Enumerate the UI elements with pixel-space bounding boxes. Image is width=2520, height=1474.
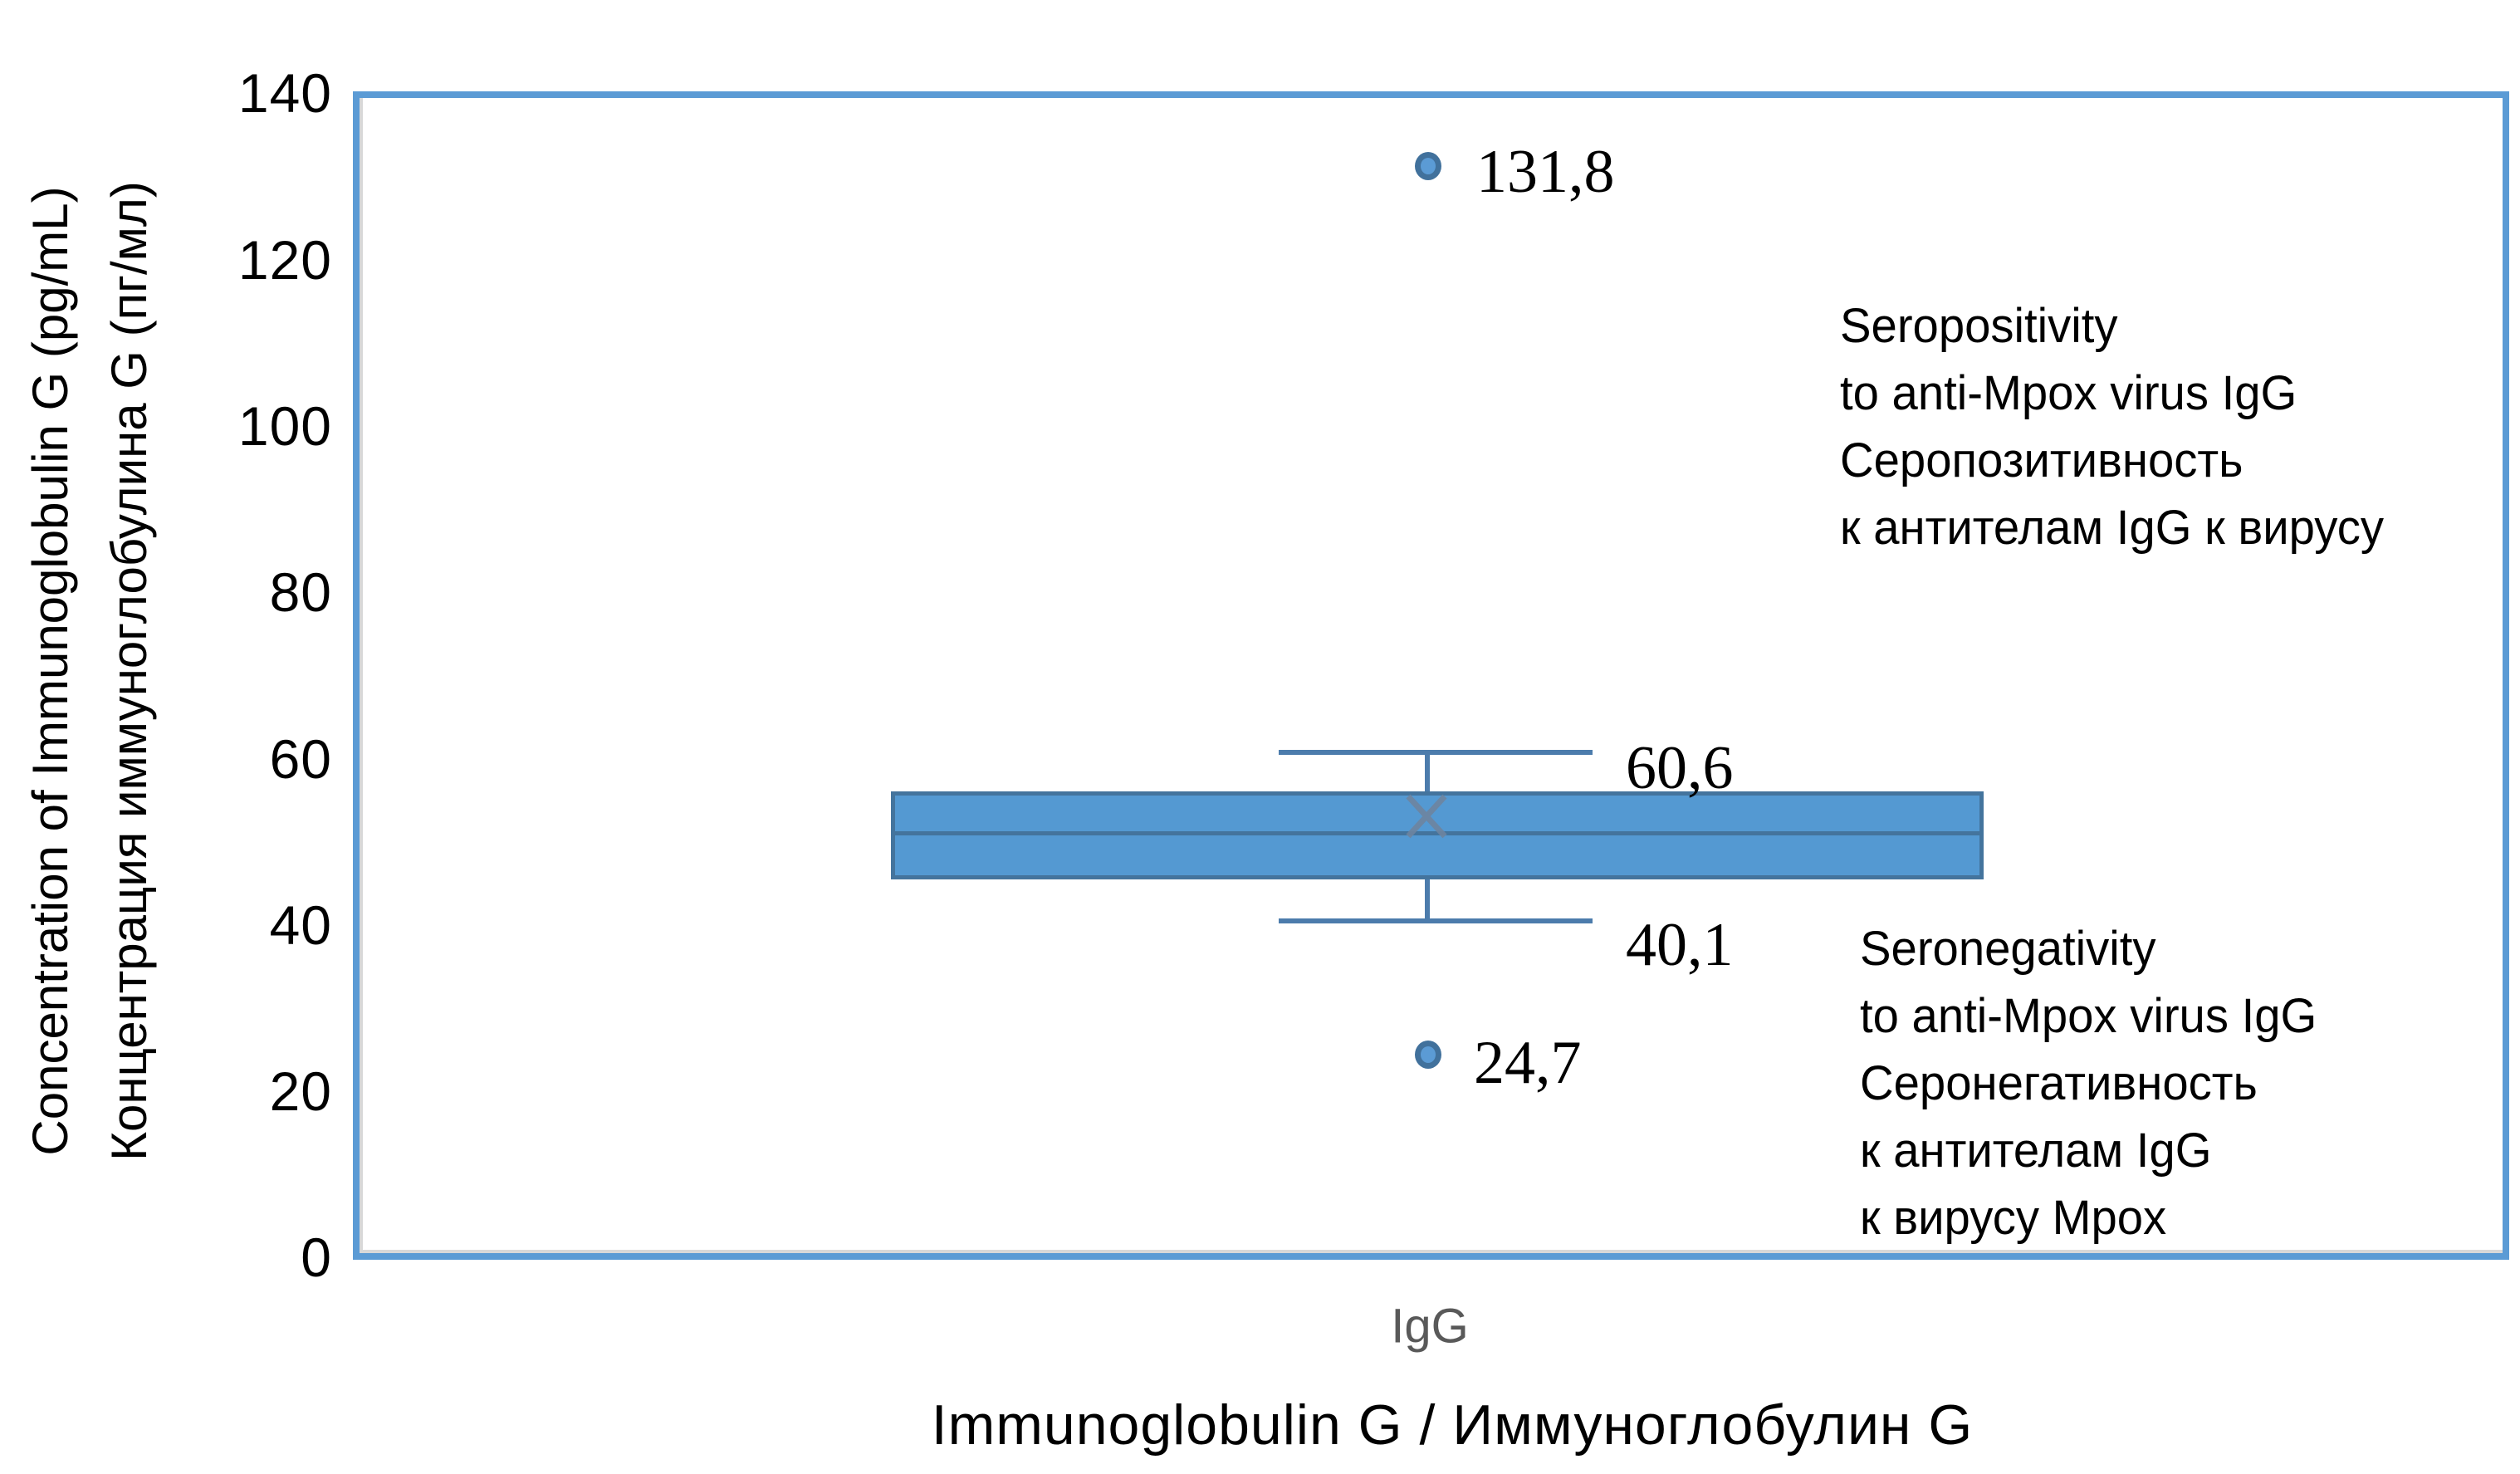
whisker-upper-cap (1279, 750, 1593, 755)
whisker-lower-line (1425, 879, 1430, 921)
annotation-line: к антителам IgG (1860, 1124, 2212, 1178)
y-tick-0: 0 (301, 1227, 332, 1288)
annotation-seronegativity: Seronegativity to anti-Mpox virus IgG Се… (1860, 915, 2317, 1251)
annotation-line: to anti-Mpox virus IgG (1860, 989, 2317, 1043)
label-outlier-high: 131,8 (1476, 138, 1615, 206)
y-tick-60: 60 (269, 728, 332, 790)
outlier-point-low (1415, 1041, 1441, 1069)
annotation-line: Seronegativity (1860, 922, 2156, 976)
y-tick-100: 100 (237, 395, 332, 457)
annotation-line: Серопозитивность (1840, 433, 2244, 487)
annotation-line: Серонегативность (1860, 1056, 2258, 1110)
whisker-lower-cap (1279, 918, 1593, 923)
annotation-line: Seropositivity (1840, 299, 2118, 353)
y-tick-120: 120 (237, 229, 332, 291)
y-tick-40: 40 (269, 894, 332, 956)
median-line (895, 831, 1979, 835)
mean-marker-icon (1406, 794, 1447, 839)
label-whisker-high: 60,6 (1626, 734, 1734, 802)
x-axis-title: Immunoglobulin G / Иммуноглобулин G (931, 1393, 1974, 1457)
annotation-line: к вирусу Mpox (1860, 1191, 2167, 1245)
label-outlier-low: 24,7 (1474, 1029, 1582, 1097)
y-axis-title: Concentration of Immunoglobulin G (pg/mL… (11, 23, 169, 1319)
whisker-upper-line (1425, 754, 1430, 793)
y-tick-140: 140 (237, 62, 332, 124)
y-axis-title-line-en: Concentration of Immunoglobulin G (pg/mL… (22, 186, 78, 1156)
y-tick-80: 80 (269, 561, 332, 623)
annotation-line: to anti-Mpox virus IgG (1840, 366, 2297, 420)
y-axis-title-line-ru: Концентрация иммуноглобулина G (пг/мл) (101, 181, 157, 1161)
label-whisker-low: 40,1 (1626, 911, 1734, 979)
annotation-seropositivity: Seropositivity to anti-Mpox virus IgG Се… (1840, 292, 2384, 561)
annotation-line: к антителам IgG к вирусу (1840, 501, 2385, 555)
y-tick-20: 20 (269, 1060, 332, 1122)
outlier-point-high (1415, 152, 1441, 180)
x-category-label: IgG (1391, 1299, 1469, 1354)
